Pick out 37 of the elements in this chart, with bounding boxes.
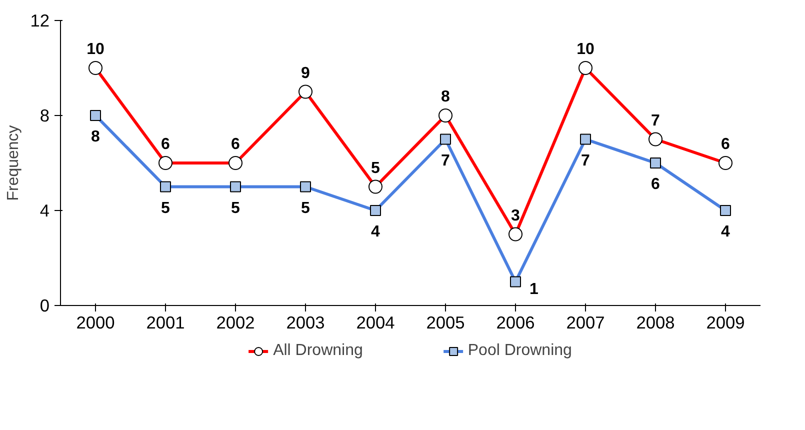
x-tick-label: 2000 [76, 312, 115, 332]
data-label: 4 [371, 224, 380, 240]
data-label: 6 [161, 136, 170, 153]
y-tick-label: 4 [40, 200, 50, 220]
data-label: 6 [231, 136, 240, 153]
x-tick-label: 2002 [216, 312, 255, 332]
x-tick-label: 2009 [706, 312, 745, 332]
data-label: 7 [441, 152, 450, 170]
x-tick-label: 2008 [636, 312, 675, 332]
y-axis-title: Frequency [5, 125, 22, 201]
x-tick-label: 2006 [496, 312, 535, 332]
data-label: 8 [441, 88, 450, 106]
y-tick-label: 8 [40, 106, 50, 126]
data-label: 10 [576, 41, 594, 58]
data-label: 4 [721, 224, 730, 240]
x-tick-label: 2004 [356, 312, 396, 332]
y-tick-label: 12 [30, 10, 50, 30]
data-label: 5 [231, 200, 240, 217]
data-label: 9 [301, 64, 310, 82]
data-label: 8 [91, 128, 100, 146]
x-tick-label: 2007 [566, 312, 605, 332]
data-label: 7 [581, 152, 590, 170]
legend-label: Pool Drowning [468, 342, 572, 360]
y-tick-label: 0 [40, 296, 50, 316]
x-tick-label: 2003 [286, 312, 325, 332]
data-label: 1 [530, 280, 538, 298]
data-label: 6 [651, 176, 660, 193]
legend-label: All Drowning [273, 342, 363, 360]
data-label: 6 [721, 136, 730, 153]
data-label: 5 [161, 200, 170, 217]
data-label: 3 [511, 207, 520, 224]
data-label: 5 [371, 160, 380, 177]
x-tick-label: 2005 [426, 312, 465, 332]
data-label: 5 [301, 200, 310, 217]
data-label: 10 [86, 41, 104, 58]
x-tick-label: 2001 [146, 312, 185, 332]
data-label: 7 [651, 112, 660, 130]
